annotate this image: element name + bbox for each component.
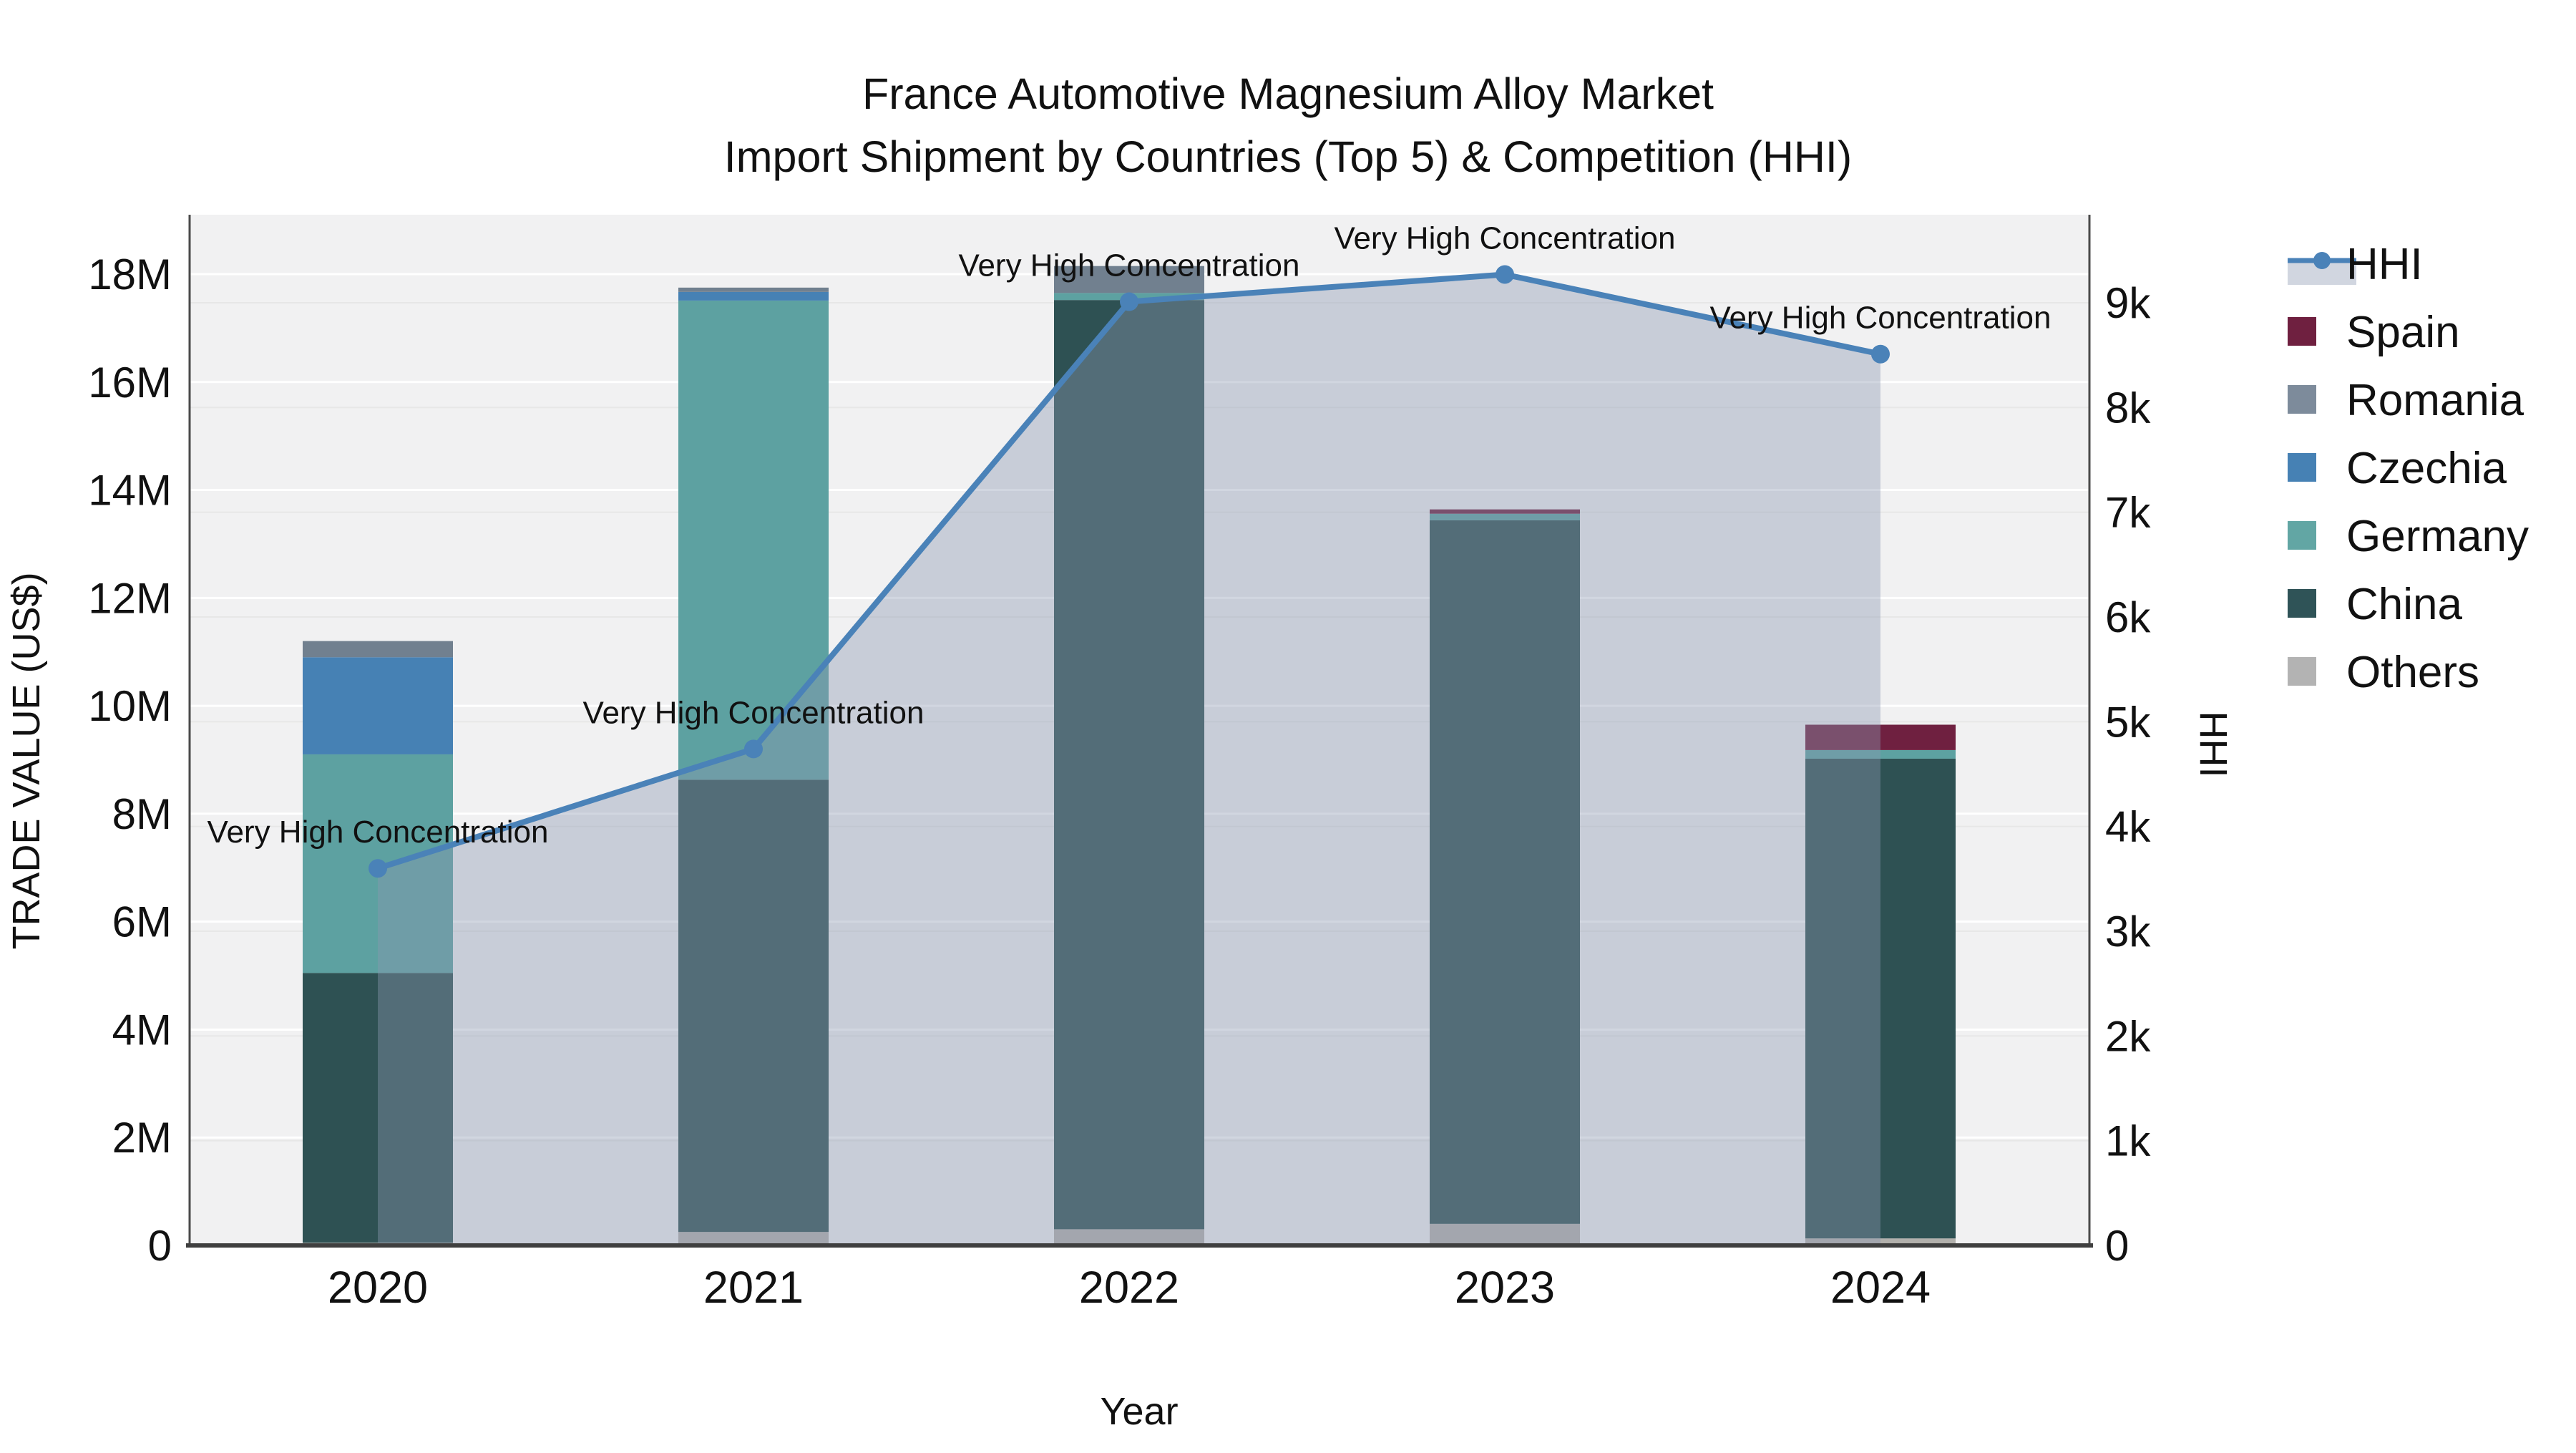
bar-segment-spain-2024[interactable] xyxy=(1805,724,1956,750)
x-tick-2023: 2023 xyxy=(1455,1263,1555,1313)
bar-segment-others-2023[interactable] xyxy=(1430,1223,1580,1245)
legend-label-spain: Spain xyxy=(2346,308,2460,357)
y-right-tick-6k: 6k xyxy=(2105,593,2151,641)
bar-segment-czechia-2021[interactable] xyxy=(678,291,829,301)
annotation-2020: Very High Concentration xyxy=(208,815,549,850)
y-right-tick-1k: 1k xyxy=(2105,1117,2151,1165)
legend-swatch-germany xyxy=(2288,521,2316,550)
axis-lines xyxy=(186,215,2093,1248)
y-right-tick-2k: 2k xyxy=(2105,1012,2151,1060)
y-right-tick-0: 0 xyxy=(2105,1222,2129,1270)
x-tick-2021: 2021 xyxy=(703,1263,804,1313)
legend-swatch-spain xyxy=(2288,317,2316,346)
bar-segment-germany-2024[interactable] xyxy=(1805,749,1956,759)
legend-swatch-china xyxy=(2288,589,2316,618)
legend-swatch-romania xyxy=(2288,385,2316,414)
stacked-bars xyxy=(303,266,1956,1245)
hhi-area-fill xyxy=(378,274,1880,1245)
legend-swatch-czechia xyxy=(2288,453,2316,482)
hhi-marker-2022[interactable] xyxy=(1120,292,1138,311)
bar-segment-china-2022[interactable] xyxy=(1054,300,1204,1230)
annotation-2024: Very High Concentration xyxy=(1710,301,2051,336)
bar-segment-germany-2023[interactable] xyxy=(1430,513,1580,520)
y-left-axis-title: TRADE VALUE (US$) xyxy=(5,572,48,949)
chart-title-line1: France Automotive Magnesium Alloy Market xyxy=(862,69,1714,118)
x-tick-2020: 2020 xyxy=(328,1263,428,1313)
legend-label-china: China xyxy=(2346,580,2463,629)
legend-label-czechia: Czechia xyxy=(2346,444,2507,493)
y-left-tick-0: 0 xyxy=(148,1222,172,1270)
y-right-tick-4k: 4k xyxy=(2105,803,2151,851)
legend-item-hhi[interactable]: HHI xyxy=(2288,240,2423,289)
x-axis-title: Year xyxy=(1100,1390,1178,1433)
legend-item-others[interactable]: Others xyxy=(2288,648,2479,697)
hhi-line xyxy=(369,265,1890,878)
y-left-tick-4M: 4M xyxy=(112,1006,172,1054)
legend-item-germany[interactable]: Germany xyxy=(2288,512,2529,561)
bar-segment-others-2022[interactable] xyxy=(1054,1229,1204,1245)
bar-segment-spain-2023[interactable] xyxy=(1430,509,1580,514)
hhi-marker-2024[interactable] xyxy=(1871,344,1890,364)
hhi-marker-2021[interactable] xyxy=(744,739,763,759)
y-right-tick-7k: 7k xyxy=(2105,489,2151,537)
y-right-tick-5k: 5k xyxy=(2105,698,2151,746)
y-left-tick-10M: 10M xyxy=(88,682,172,730)
bar-segment-china-2023[interactable] xyxy=(1430,520,1580,1224)
bar-segment-romania-2022[interactable] xyxy=(1054,266,1204,293)
bar-segment-romania-2021[interactable] xyxy=(678,287,829,292)
legend-hhi-marker-swatch xyxy=(2313,252,2331,269)
bar-segment-others-2024[interactable] xyxy=(1805,1238,1956,1245)
annotation-2022: Very High Concentration xyxy=(959,248,1300,283)
legend-label-germany: Germany xyxy=(2346,512,2529,561)
tick-labels: 0 2M 4M 6M 8M 10M 12M 14M 16M 18M 0 1k 2k 3k 4k 5k 6k 7k 8… xyxy=(88,251,2151,1313)
bar-segment-germany-2021[interactable] xyxy=(678,300,829,780)
legend-swatch-others xyxy=(2288,657,2316,686)
y-left-tick-8M: 8M xyxy=(112,790,172,838)
legend: HHI Spain Romania Czechia Germany China Others xyxy=(2288,240,2529,697)
legend-item-czechia[interactable]: Czechia xyxy=(2288,444,2507,493)
y-left-tick-16M: 16M xyxy=(88,359,172,407)
bar-segment-others-2021[interactable] xyxy=(678,1232,829,1245)
hhi-marker-2020[interactable] xyxy=(369,859,387,878)
x-tick-2024: 2024 xyxy=(1830,1263,1931,1313)
bar-segment-czechia-2020[interactable] xyxy=(303,657,453,754)
y-left-tick-14M: 14M xyxy=(88,467,172,515)
y-right-tick-9k: 9k xyxy=(2105,279,2151,327)
annotation-2023: Very High Concentration xyxy=(1335,220,1676,256)
legend-item-romania[interactable]: Romania xyxy=(2288,376,2524,425)
x-tick-2022: 2022 xyxy=(1079,1263,1179,1313)
legend-label-others: Others xyxy=(2346,648,2479,697)
hhi-fill-polygon xyxy=(378,274,1880,1245)
bar-segment-romania-2020[interactable] xyxy=(303,641,453,658)
bar-segment-china-2020[interactable] xyxy=(303,973,453,1243)
chart-title-line2: Import Shipment by Countries (Top 5) & C… xyxy=(724,132,1852,181)
legend-label-hhi: HHI xyxy=(2346,240,2423,289)
y-right-tick-3k: 3k xyxy=(2105,908,2151,956)
hhi-marker-2023[interactable] xyxy=(1496,265,1514,284)
legend-item-china[interactable]: China xyxy=(2288,580,2463,629)
y-right-tick-8k: 8k xyxy=(2105,384,2151,432)
bar-segment-china-2024[interactable] xyxy=(1805,758,1956,1239)
y-left-tick-12M: 12M xyxy=(88,574,172,622)
annotation-2021: Very High Concentration xyxy=(583,695,924,730)
bar-segment-china-2021[interactable] xyxy=(678,779,829,1233)
y-left-tick-2M: 2M xyxy=(112,1114,172,1162)
legend-item-spain[interactable]: Spain xyxy=(2288,308,2460,357)
legend-label-romania: Romania xyxy=(2346,376,2524,425)
y-right-axis-title: HHI xyxy=(2192,711,2235,778)
y-left-tick-18M: 18M xyxy=(88,251,172,298)
annotations: Very High Concentration Very High Concent… xyxy=(208,220,2051,850)
y-left-tick-6M: 6M xyxy=(112,898,172,946)
